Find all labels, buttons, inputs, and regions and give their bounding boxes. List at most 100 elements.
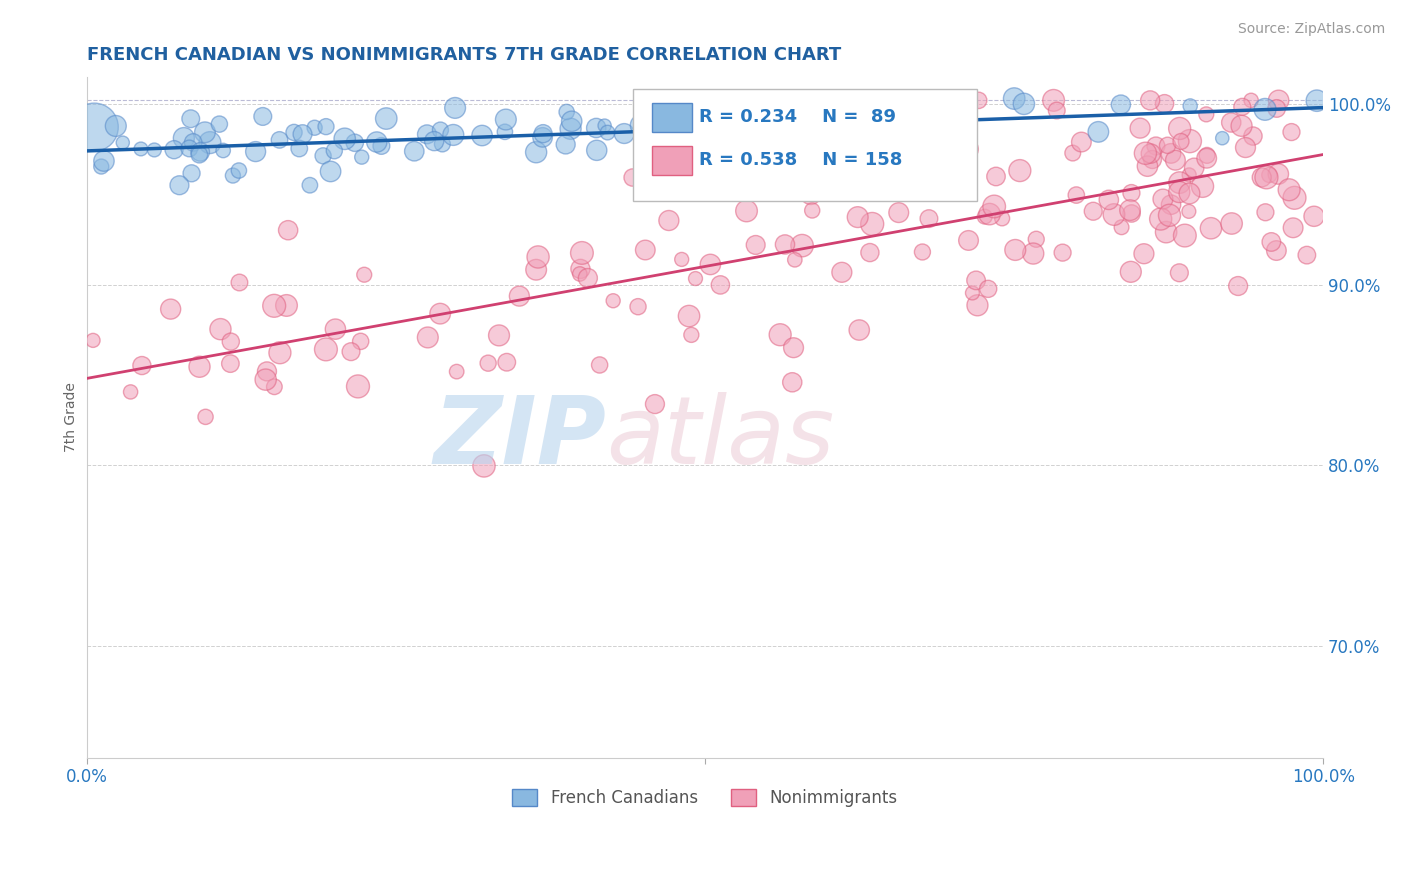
Point — [1119, 203, 1142, 218]
Point — [846, 210, 869, 224]
Point — [188, 145, 211, 159]
Point — [630, 118, 652, 132]
Point — [188, 359, 211, 374]
Point — [1052, 245, 1074, 260]
Point — [269, 345, 291, 359]
Point — [977, 282, 1000, 296]
Point — [173, 131, 195, 145]
Point — [1168, 266, 1191, 280]
Point — [508, 289, 530, 303]
Point — [1004, 243, 1026, 257]
Point — [163, 143, 186, 157]
Point — [188, 147, 211, 161]
Point — [143, 143, 166, 157]
Point — [1220, 115, 1243, 129]
Point — [1195, 148, 1218, 162]
Point — [621, 170, 644, 185]
Point — [159, 302, 181, 317]
Point — [778, 114, 800, 128]
Point — [446, 365, 468, 379]
Point — [973, 210, 995, 224]
Point — [1022, 246, 1045, 260]
Point — [1211, 131, 1233, 145]
Point — [938, 184, 960, 198]
Point — [180, 166, 202, 180]
Point — [627, 300, 650, 314]
Point — [263, 380, 285, 394]
Point — [323, 144, 346, 158]
Point — [1191, 179, 1213, 194]
Point — [744, 238, 766, 252]
Point — [319, 164, 342, 178]
Point — [893, 100, 915, 114]
Point — [1230, 119, 1253, 133]
Point — [1195, 151, 1218, 165]
Point — [785, 136, 807, 150]
Point — [984, 169, 1007, 184]
Point — [1046, 103, 1069, 118]
Text: atlas: atlas — [606, 392, 834, 483]
Point — [291, 127, 314, 141]
Point — [911, 244, 934, 259]
Point — [734, 111, 756, 125]
Point — [1159, 208, 1181, 222]
Point — [111, 136, 134, 150]
Point — [1012, 96, 1035, 111]
Point — [198, 136, 221, 150]
Point — [1135, 146, 1157, 161]
Point — [831, 265, 853, 279]
Point — [288, 141, 311, 155]
Point — [683, 133, 706, 147]
Point — [1168, 176, 1191, 190]
Point — [814, 115, 837, 129]
Point — [263, 299, 285, 313]
Point — [194, 125, 217, 139]
Point — [588, 358, 610, 372]
Point — [769, 327, 792, 342]
Point — [1140, 146, 1163, 161]
Point — [1042, 94, 1064, 108]
Point — [444, 101, 467, 115]
Point — [585, 121, 607, 136]
Text: R = 0.234    N =  89: R = 0.234 N = 89 — [699, 108, 896, 126]
Point — [1152, 192, 1174, 206]
Point — [1178, 134, 1201, 148]
Point — [222, 169, 245, 183]
Point — [1008, 163, 1031, 178]
Point — [343, 136, 366, 150]
Point — [1144, 139, 1167, 153]
Point — [325, 322, 347, 336]
Point — [555, 105, 578, 120]
Point — [1284, 191, 1306, 205]
Point — [801, 203, 824, 218]
Point — [1258, 168, 1281, 182]
Point — [219, 357, 242, 371]
Point — [991, 211, 1014, 226]
Point — [1083, 204, 1105, 219]
Point — [633, 152, 655, 166]
Point — [1256, 170, 1278, 185]
Point — [699, 257, 721, 271]
Point — [524, 262, 547, 277]
Point — [531, 127, 554, 141]
Point — [1139, 94, 1161, 108]
Point — [1066, 188, 1088, 202]
Point — [1180, 99, 1202, 113]
Point — [983, 199, 1005, 213]
Point — [181, 136, 204, 150]
Point — [366, 135, 388, 149]
Point — [488, 328, 510, 343]
Point — [531, 130, 554, 145]
Point — [561, 114, 583, 128]
Point — [882, 166, 904, 180]
Point — [568, 267, 591, 281]
Point — [1087, 125, 1109, 139]
Point — [416, 128, 439, 142]
Point — [790, 238, 813, 252]
Point — [1070, 135, 1092, 149]
Point — [312, 149, 335, 163]
Point — [120, 384, 142, 399]
Point — [927, 181, 949, 195]
Point — [560, 121, 582, 136]
Point — [375, 112, 398, 126]
